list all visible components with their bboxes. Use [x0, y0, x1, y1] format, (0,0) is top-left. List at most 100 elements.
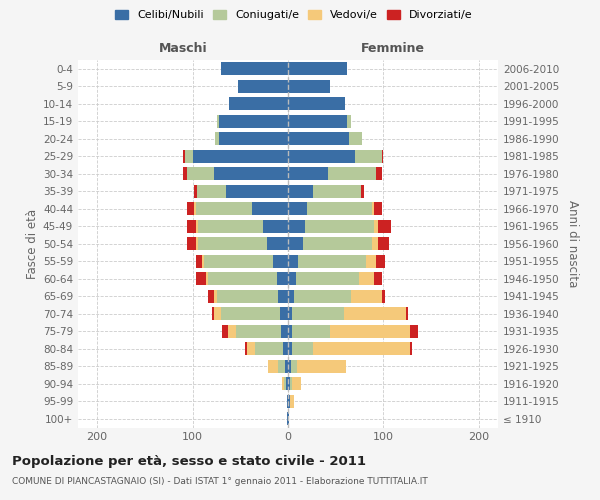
Bar — [229, 97, 288, 110]
Bar — [197, 184, 288, 198]
Bar — [288, 254, 376, 268]
Bar — [288, 394, 290, 408]
Text: Femmine: Femmine — [361, 42, 425, 55]
Bar — [229, 97, 288, 110]
Bar — [193, 150, 288, 163]
Bar — [212, 307, 288, 320]
Bar — [288, 324, 418, 338]
Bar — [288, 290, 294, 303]
Bar — [288, 202, 372, 215]
Bar — [288, 254, 385, 268]
Bar — [281, 324, 288, 338]
Bar — [288, 184, 364, 198]
Bar — [238, 80, 288, 93]
Bar — [288, 202, 374, 215]
Bar — [288, 342, 313, 355]
Bar — [288, 202, 382, 215]
Bar — [288, 272, 382, 285]
Bar — [217, 290, 288, 303]
Bar — [238, 80, 288, 93]
Bar — [288, 412, 289, 426]
Bar — [187, 237, 288, 250]
Bar — [197, 184, 288, 198]
Bar — [288, 184, 313, 198]
Bar — [217, 114, 288, 128]
Bar — [228, 324, 288, 338]
Bar — [288, 307, 292, 320]
Bar — [219, 114, 288, 128]
Bar — [238, 80, 288, 93]
Bar — [273, 254, 288, 268]
Bar — [288, 132, 362, 145]
Bar — [288, 114, 351, 128]
Bar — [288, 150, 383, 163]
Bar — [288, 184, 361, 198]
Bar — [283, 342, 288, 355]
Bar — [288, 237, 303, 250]
Bar — [286, 377, 288, 390]
Bar — [287, 394, 288, 408]
Bar — [288, 80, 330, 93]
Bar — [288, 377, 301, 390]
Bar — [208, 272, 288, 285]
Bar — [288, 80, 330, 93]
Bar — [183, 167, 288, 180]
Bar — [215, 132, 288, 145]
Bar — [287, 412, 288, 426]
Bar — [288, 150, 382, 163]
Bar — [288, 342, 412, 355]
Bar — [288, 290, 385, 303]
Bar — [288, 62, 347, 76]
Bar — [196, 254, 288, 268]
Bar — [254, 342, 288, 355]
Bar — [196, 220, 288, 233]
Bar — [235, 324, 288, 338]
Bar — [196, 272, 288, 285]
Bar — [287, 394, 288, 408]
Bar — [288, 97, 345, 110]
Bar — [288, 167, 376, 180]
Bar — [288, 324, 330, 338]
Bar — [187, 202, 288, 215]
Bar — [288, 254, 366, 268]
Bar — [287, 394, 288, 408]
Bar — [288, 377, 290, 390]
Bar — [288, 412, 289, 426]
Bar — [288, 272, 374, 285]
Bar — [229, 97, 288, 110]
Bar — [288, 62, 347, 76]
Bar — [288, 150, 355, 163]
Bar — [288, 220, 378, 233]
Bar — [221, 62, 288, 76]
Bar — [288, 97, 345, 110]
Bar — [187, 220, 288, 233]
Bar — [214, 167, 288, 180]
Bar — [288, 377, 301, 390]
Bar — [217, 114, 288, 128]
Bar — [221, 62, 288, 76]
Bar — [288, 360, 291, 373]
Bar — [288, 62, 347, 76]
Bar — [288, 132, 362, 145]
Bar — [288, 412, 289, 426]
Bar — [206, 272, 288, 285]
Bar — [288, 237, 378, 250]
Text: Popolazione per età, sesso e stato civile - 2011: Popolazione per età, sesso e stato civil… — [12, 455, 366, 468]
Bar — [288, 377, 292, 390]
Bar — [219, 132, 288, 145]
Bar — [285, 360, 288, 373]
Bar — [288, 167, 376, 180]
Bar — [282, 377, 288, 390]
Bar — [288, 132, 349, 145]
Bar — [187, 167, 288, 180]
Bar — [288, 184, 361, 198]
Text: COMUNE DI PIANCASTAGNAIO (SI) - Dati ISTAT 1° gennaio 2011 - Elaborazione TUTTIT: COMUNE DI PIANCASTAGNAIO (SI) - Dati IST… — [12, 478, 428, 486]
Bar — [288, 394, 294, 408]
Bar — [288, 114, 347, 128]
Bar — [288, 167, 382, 180]
Bar — [288, 237, 372, 250]
Bar — [217, 114, 288, 128]
Bar — [214, 290, 288, 303]
Y-axis label: Anni di nascita: Anni di nascita — [566, 200, 579, 288]
Bar — [280, 307, 288, 320]
